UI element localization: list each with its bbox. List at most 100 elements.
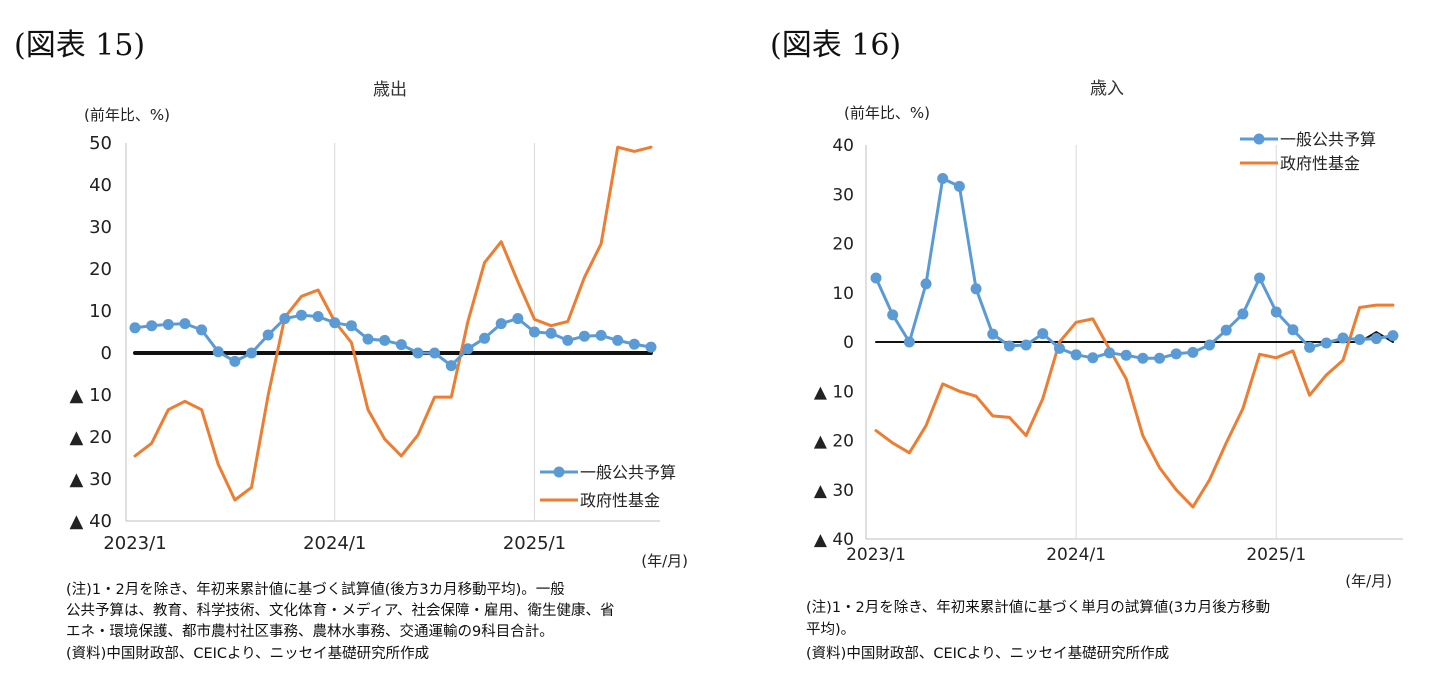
figure-15-note-3: エネ・環境保護、都市農村社区事務、農林水事務、交通運輸の9科目合計。 [66,624,554,640]
revenue-general-budget-point [887,309,899,321]
revenue-y-tick-label: ▲ 40 [814,530,854,550]
expenditure-general-budget-point [295,309,307,321]
expenditure-chart-title: 歳出 [373,80,407,100]
revenue-general-budget-point [1170,348,1182,360]
revenue-general-budget-point [1103,347,1115,359]
revenue-y-tick-label: 40 [832,136,854,156]
expenditure-general-budget-point [628,338,640,350]
expenditure-general-budget-point [512,313,524,325]
expenditure-general-budget-point [395,339,407,351]
revenue-general-budget-point [1254,272,1266,284]
revenue-y-tick-label: 10 [832,284,854,304]
expenditure-government-fund-line [133,145,653,502]
revenue-chart-title: 歳入 [1090,79,1124,99]
expenditure-general-budget-point [212,346,224,358]
revenue-general-budget-point [1220,324,1232,336]
expenditure-general-budget-point [279,313,291,325]
expenditure-y-tick-label: ▲ 30 [70,469,112,490]
revenue-general-budget-point [1020,339,1032,351]
expenditure-y-tick-label: 0 [101,343,112,364]
expenditure-y-tick-label: ▲ 20 [70,427,112,448]
revenue-general-budget-point [1204,339,1216,351]
expenditure-general-budget-point [562,334,574,346]
revenue-general-budget-point [1120,349,1132,361]
expenditure-general-budget-point [312,310,324,322]
expenditure-general-budget-point [129,322,141,334]
expenditure-legend-marker [553,466,565,478]
revenue-general-budget-point [1270,306,1282,318]
figure-15-note-1: (注)1・2月を除き、年初来累計値に基づく試算値(後方3カ月移動平均)。一般 [66,582,565,598]
expenditure-legend-label: 一般公共予算 [580,463,676,482]
revenue-y-tick-label: ▲ 30 [814,481,854,501]
revenue-general-budget-point [1237,308,1249,320]
expenditure-general-budget-point [545,327,557,339]
revenue-x-tick-label: 2025/1 [1246,545,1306,565]
expenditure-general-budget-point [362,333,374,345]
expenditure-general-budget-point [329,317,341,329]
revenue-general-budget-point [1087,352,1099,364]
figure-16-note-1: (注)1・2月を除き、年初来累計値に基づく単月の試算値(3カ月後方移動 [806,600,1271,616]
expenditure-x-tick-label: 2025/1 [503,533,566,554]
expenditure-y-tick-label: 30 [89,217,112,238]
revenue-y-tick-label: 20 [832,235,854,255]
revenue-general-budget-point [953,180,965,192]
expenditure-y-tick-label: ▲ 40 [70,511,112,532]
figure-15-source: (資料)中国財政部、CEICより、ニッセイ基礎研究所作成 [66,646,430,662]
revenue-y-tick-label: ▲ 10 [814,382,854,402]
expenditure-legend-label: 政府性基金 [580,491,660,510]
revenue-general-budget-point [920,278,932,290]
expenditure-x-axis-unit: (年/月) [641,552,688,570]
expenditure-general-budget-point [162,318,174,330]
revenue-general-budget-point [903,336,915,348]
revenue-x-axis-unit: (年/月) [1345,572,1392,590]
revenue-general-budget-point [1187,346,1199,358]
expenditure-x-tick-label: 2023/1 [103,533,166,554]
expenditure-general-budget-point [246,347,258,359]
expenditure-y-tick-label: ▲ 10 [70,385,112,406]
expenditure-y-tick-label: 10 [89,301,112,322]
revenue-x-tick-label: 2023/1 [846,545,906,565]
revenue-general-budget-point [1287,324,1299,336]
revenue-general-budget-point [870,272,882,284]
revenue-general-budget-line [874,177,1395,360]
revenue-y-axis-label: (前年比、%) [844,104,930,122]
revenue-legend-label: 一般公共予算 [1280,130,1376,149]
revenue-government-fund-line [874,303,1395,509]
figure-16-panel: (図表 16) 歳入 (前年比、%) (年/月) 40 30 20 10 0 ▲ 10 ▲ 20 ▲… [720,0,1449,699]
expenditure-general-budget-point [262,329,274,341]
revenue-zero-line [875,331,1394,343]
revenue-general-budget-point [1370,333,1382,345]
revenue-general-budget-point [1037,328,1049,340]
expenditure-general-budget-point [595,329,607,341]
revenue-general-budget-point [1154,352,1166,364]
expenditure-general-budget-point [146,320,158,332]
expenditure-general-budget-point [179,318,191,330]
figure-16-source: (資料)中国財政部、CEICより、ニッセイ基礎研究所作成 [806,646,1170,662]
expenditure-general-budget-point [612,334,624,346]
expenditure-general-budget-point [528,326,540,338]
revenue-general-budget-point [1137,352,1149,364]
expenditure-general-budget-line [133,313,653,368]
expenditure-y-tick-label: 20 [89,259,112,280]
revenue-general-budget-point [1337,332,1349,344]
figure-15-title: (図表 15) [14,28,146,63]
expenditure-general-budget-point [229,355,241,367]
figure-16-note-2: 平均)。 [806,622,856,638]
revenue-general-budget-point [987,328,999,340]
revenue-y-tick-label: 30 [832,185,854,205]
expenditure-x-tick-label: 2024/1 [303,533,366,554]
expenditure-general-budget-point [379,334,391,346]
expenditure-general-budget-point [412,347,424,359]
revenue-general-budget-point [1070,349,1082,361]
expenditure-y-tick-label: 40 [89,175,112,196]
revenue-x-tick-label: 2024/1 [1046,545,1106,565]
revenue-general-budget-point [1003,340,1015,352]
expenditure-general-budget-point [445,360,457,372]
revenue-general-budget-point [1320,337,1332,349]
revenue-y-tick-label: 0 [843,333,854,353]
expenditure-general-budget-point [479,332,491,344]
revenue-general-budget-point [937,172,949,184]
figure-16-title: (図表 16) [770,28,902,63]
figure-15-note-2: 公共予算は、教育、科学技術、文化体育・メディア、社会保障・雇用、衛生健康、省 [66,603,615,619]
